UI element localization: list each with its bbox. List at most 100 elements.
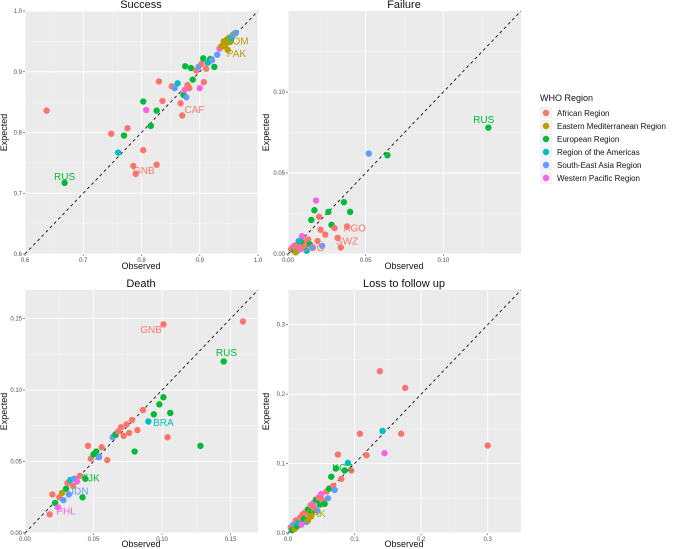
data-point	[132, 170, 139, 178]
data-point	[140, 98, 147, 105]
data-point	[155, 78, 163, 85]
data-point	[181, 63, 189, 70]
data-point	[134, 426, 141, 434]
data-point	[160, 394, 167, 401]
legend-swatch	[542, 135, 550, 143]
x-axis-title: Observed	[384, 539, 423, 549]
y-tick-label: 0.9	[14, 70, 23, 76]
data-point	[73, 478, 81, 485]
data-point	[43, 107, 50, 114]
legend-swatch	[542, 161, 550, 169]
data-point	[381, 449, 388, 457]
y-axis-title: Expected	[0, 114, 9, 152]
country-label: BRA	[153, 418, 174, 429]
chart-panel-4: 0.0 0.1 0.2 0.3 0.0 0.1 0.2 0.3 KGZ PAK Loss to fo…	[261, 278, 522, 549]
y-axis-title: Expected	[261, 393, 271, 431]
x-tick-label: 0.00	[19, 537, 31, 543]
country-label: RUS	[54, 172, 75, 183]
data-point	[220, 38, 227, 45]
data-point	[159, 97, 166, 105]
data-point	[376, 368, 384, 375]
y-tick-label: 0.15	[10, 317, 22, 323]
x-tick-label: 0.05	[88, 537, 100, 543]
y-tick-label: 0.0	[277, 531, 286, 537]
data-point	[318, 490, 325, 498]
data-point	[200, 78, 208, 86]
y-tick-label: 0.05	[10, 460, 22, 466]
country-label: PAK	[306, 509, 326, 520]
data-point	[311, 207, 318, 214]
data-point	[60, 496, 67, 504]
data-point	[340, 198, 348, 206]
data-point	[82, 475, 89, 482]
data-point	[79, 494, 86, 501]
country-label: RUS	[473, 115, 494, 126]
data-point	[337, 244, 345, 251]
data-point	[309, 244, 317, 251]
y-tick-label: 0.8	[14, 131, 23, 137]
chart-panel-2: 0.00 0.05 0.10 0.00 0.05 0.10 RUS AGO SWZ COG Fail…	[261, 0, 522, 271]
x-tick-label: 0.0	[284, 537, 293, 543]
x-tick-label: 0.15	[225, 537, 237, 543]
data-point	[365, 150, 372, 157]
legend-label: African Region	[557, 109, 609, 118]
data-point	[232, 29, 240, 37]
data-point	[177, 100, 184, 107]
legend-label: Region of the Americas	[557, 148, 640, 157]
legend-label: European Region	[557, 135, 619, 144]
x-tick-label: 0.6	[21, 258, 30, 264]
data-point	[220, 358, 227, 365]
data-point	[338, 475, 345, 483]
data-point	[308, 216, 315, 224]
y-tick-label: 0.7	[14, 191, 23, 197]
x-tick-label: 0.7	[79, 258, 88, 264]
data-point	[328, 473, 335, 480]
data-point	[160, 321, 167, 328]
y-tick-label: 0.10	[273, 90, 285, 96]
data-point	[183, 94, 190, 101]
data-point	[49, 491, 56, 498]
country-label: OM	[232, 36, 248, 47]
data-point	[76, 472, 84, 480]
x-tick-label: 0.10	[156, 537, 168, 543]
x-axis-title: Observed	[121, 261, 160, 271]
chart-panel-1: 0.6 0.7 0.8 0.9 1.0 0.6 0.7 0.8 0.9 1.0 RUS GNB CAF O…	[0, 0, 263, 271]
y-tick-label: 0.00	[10, 531, 22, 537]
data-point	[363, 452, 370, 459]
data-point	[324, 495, 332, 502]
data-point	[295, 237, 303, 245]
data-point	[115, 149, 122, 156]
data-point	[198, 60, 205, 68]
legend-label: Western Pacific Region	[557, 174, 640, 183]
data-point	[384, 151, 391, 159]
data-point	[332, 465, 340, 472]
data-point	[124, 125, 131, 132]
data-point	[120, 432, 127, 439]
data-point	[153, 107, 160, 114]
data-point	[156, 401, 163, 408]
data-point	[314, 507, 321, 514]
data-point	[348, 467, 355, 474]
x-tick-label: 0.1	[350, 537, 359, 543]
legend-swatch	[542, 109, 550, 117]
data-point	[117, 424, 125, 431]
panel-title: Death	[126, 278, 155, 290]
data-point	[211, 63, 218, 71]
legend-swatch	[542, 122, 550, 130]
data-point	[187, 64, 195, 72]
y-tick-label: 0.00	[273, 252, 285, 258]
y-axis-title: Expected	[0, 393, 9, 431]
legend-label: South-East Asia Region	[557, 161, 642, 170]
x-tick-label: 0.9	[196, 258, 205, 264]
data-point	[379, 427, 386, 435]
data-point	[186, 84, 193, 92]
legend-title: WHO Region	[540, 93, 593, 103]
panel-title: Success	[120, 0, 162, 11]
country-label: AGO	[344, 223, 366, 234]
data-point	[93, 448, 100, 455]
data-point	[167, 409, 174, 417]
x-axis-title: Observed	[121, 539, 160, 549]
data-point	[189, 76, 196, 83]
data-point	[147, 122, 155, 130]
